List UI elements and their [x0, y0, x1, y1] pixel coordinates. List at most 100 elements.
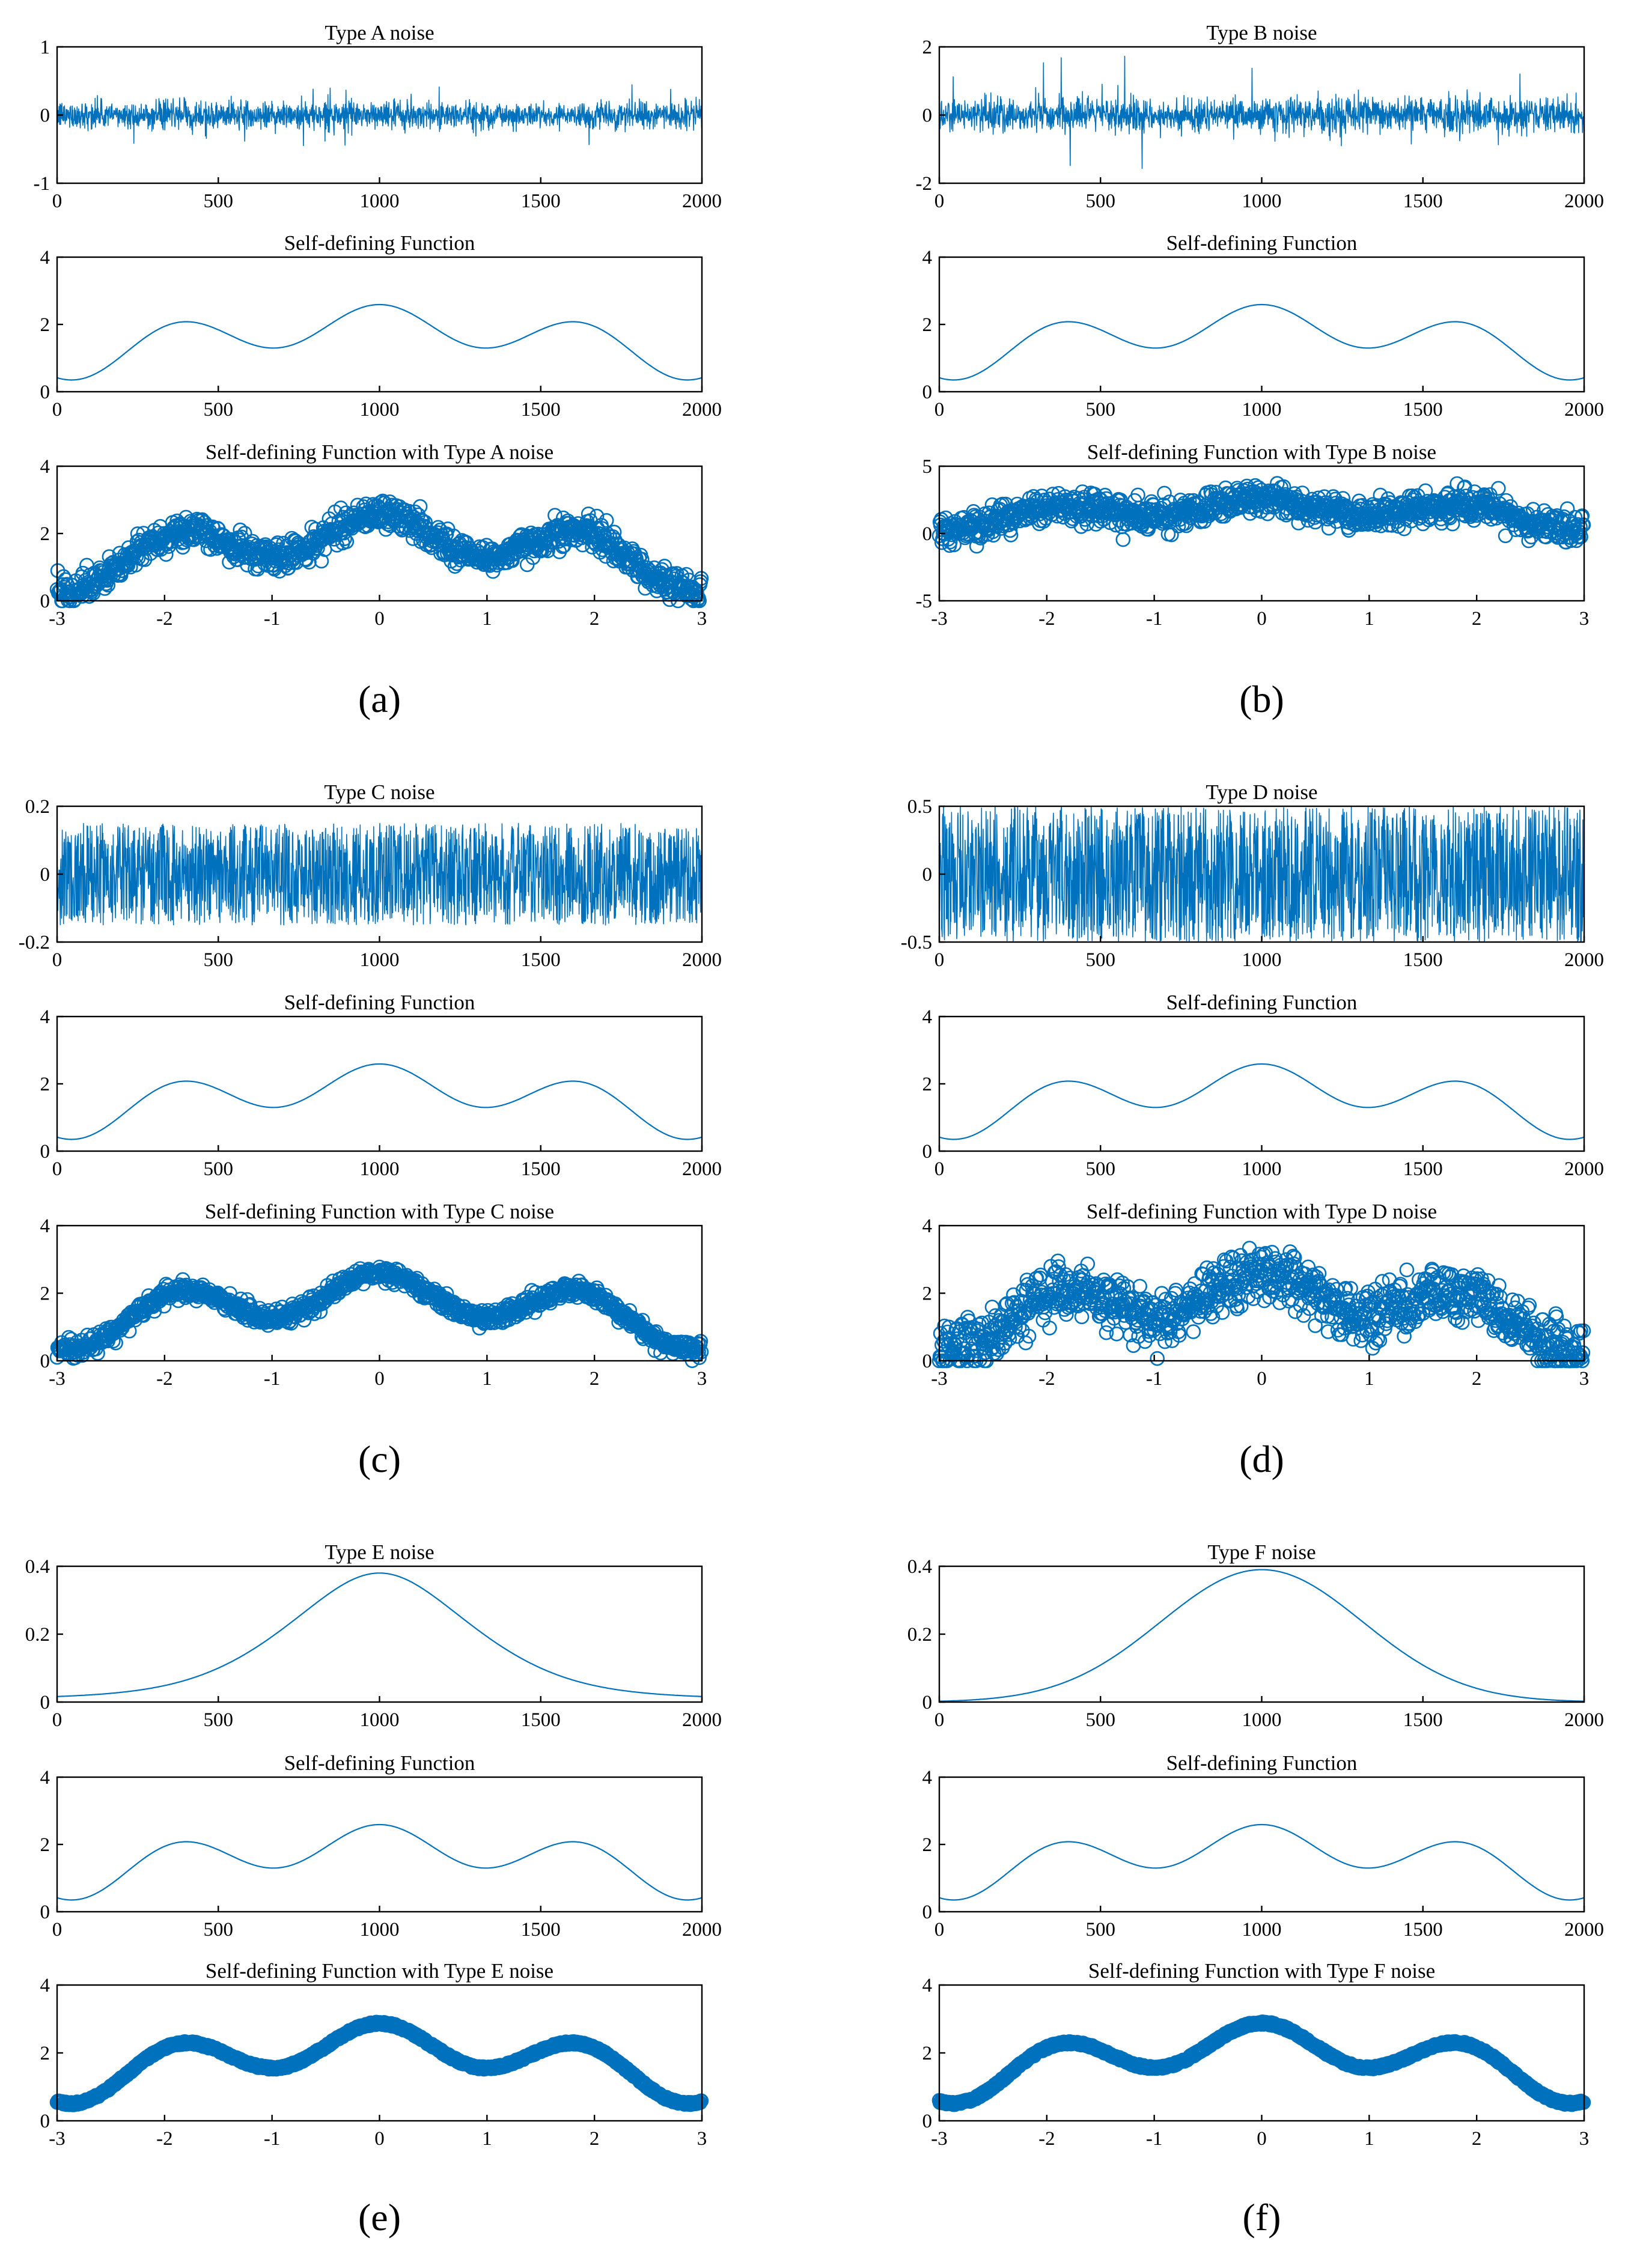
y-tick-label: 2: [922, 1283, 933, 1305]
x-tick-label: 1: [1364, 1368, 1374, 1390]
x-tick-label: 1500: [521, 1919, 561, 1941]
y-tick-label: 0: [40, 105, 50, 127]
x-tick-label: 2000: [682, 399, 722, 421]
x-tick-label: 0: [52, 1919, 62, 1941]
y-tick-label: -2: [916, 173, 933, 195]
scatter-point: [1373, 518, 1389, 534]
scatter-point: [1029, 1271, 1044, 1286]
x-tick-label: 0: [374, 1368, 385, 1390]
y-tick-label: 2: [40, 314, 50, 336]
y-tick-label: 4: [40, 1215, 50, 1237]
axes-frame: [56, 1565, 703, 1703]
x-tick-label: -3: [49, 608, 66, 630]
subplot-title: Self-defining Function: [1166, 991, 1358, 1014]
scatter-point: [1418, 483, 1433, 499]
scatter-point: [1491, 481, 1506, 496]
y-tick-label: 4: [40, 247, 50, 269]
x-tick-label: 1500: [1403, 190, 1443, 212]
scatter-point: [339, 534, 355, 549]
scatter-point: [589, 508, 605, 524]
panel-label: (c): [358, 1438, 401, 1480]
y-tick-label: 2: [922, 314, 933, 336]
x-tick-label: -1: [264, 608, 281, 630]
x-tick-label: 500: [1086, 399, 1116, 421]
series-line: [56, 84, 703, 147]
scatter-point: [412, 499, 428, 514]
x-tick-label: 2: [590, 608, 600, 630]
scatter-point: [1132, 1278, 1147, 1294]
x-tick-label: -2: [156, 1368, 173, 1390]
subplot-title: Self-defining Function with Type C noise: [205, 1200, 554, 1223]
scatter-point: [1088, 517, 1103, 532]
subplot-title: Type A noise: [325, 21, 434, 44]
x-tick-label: 2: [1472, 1368, 1482, 1390]
x-tick-label: 0: [52, 1709, 62, 1731]
x-tick-label: 1500: [521, 1709, 561, 1731]
scatter-point: [1108, 517, 1124, 533]
x-tick-label: 500: [204, 190, 234, 212]
scatter-point: [281, 555, 297, 571]
x-tick-label: 3: [697, 1368, 707, 1390]
x-tick-label: 1500: [521, 949, 561, 971]
scatter-point: [1150, 1351, 1165, 1366]
scatter-point: [1242, 1241, 1257, 1256]
y-tick-label: -1: [34, 173, 50, 195]
subplot-title: Self-defining Function with Type A noise: [206, 440, 553, 464]
subplot-title: Type E noise: [325, 1540, 434, 1564]
x-tick-label: 1500: [1403, 399, 1443, 421]
y-tick-label: -0.2: [19, 932, 50, 953]
x-tick-label: 1500: [1403, 1158, 1443, 1180]
y-tick-label: 2: [922, 37, 933, 58]
y-tick-label: 0: [40, 382, 50, 403]
y-tick-label: 5: [922, 456, 933, 478]
y-tick-label: 0: [922, 382, 933, 403]
y-tick-label: 2: [922, 1074, 933, 1095]
x-tick-label: -2: [1038, 608, 1055, 630]
x-tick-label: 1000: [1242, 1158, 1282, 1180]
series-line: [939, 303, 1585, 381]
scatter-point: [689, 585, 704, 600]
x-tick-label: 0: [934, 1158, 945, 1180]
scatter-point: [634, 552, 650, 567]
x-tick-label: 1000: [360, 1158, 400, 1180]
x-tick-label: 1000: [360, 949, 400, 971]
x-tick-label: 1000: [1242, 190, 1282, 212]
scatter-point: [237, 526, 252, 541]
x-tick-label: 500: [1086, 949, 1116, 971]
x-tick-label: 500: [1086, 190, 1116, 212]
subplot-title: Self-defining Function with Type B noise: [1087, 440, 1436, 464]
series-line: [56, 303, 703, 381]
series-line: [56, 822, 703, 926]
subplot-title: Self-defining Function with Type D noise: [1087, 1200, 1437, 1223]
scatter-point: [1559, 501, 1575, 517]
x-tick-label: 3: [1579, 608, 1590, 630]
x-tick-label: 2: [590, 1368, 600, 1390]
scatter-series: [931, 476, 1591, 554]
scatter-point: [606, 524, 622, 540]
series-line: [939, 806, 1585, 943]
y-tick-label: 2: [40, 1283, 50, 1305]
x-tick-label: -3: [931, 1368, 948, 1390]
scatter-point: [1164, 527, 1179, 543]
x-tick-label: -1: [1146, 1368, 1163, 1390]
x-tick-label: 2000: [682, 190, 722, 212]
x-tick-label: 0: [52, 399, 62, 421]
y-tick-label: 4: [40, 1006, 50, 1028]
y-tick-label: 0.2: [25, 1624, 50, 1646]
scatter-point: [1575, 508, 1590, 523]
x-tick-label: 500: [204, 1919, 234, 1941]
y-tick-label: 2: [40, 1834, 50, 1856]
y-tick-label: 1: [40, 37, 50, 58]
subplot-title: Type B noise: [1206, 21, 1317, 44]
x-tick-label: 0: [374, 608, 385, 630]
y-tick-label: 0: [922, 523, 933, 545]
panel-label: (a): [358, 678, 401, 720]
subplot-title: Self-defining Function: [284, 231, 475, 255]
scatter-point: [1399, 1262, 1415, 1277]
